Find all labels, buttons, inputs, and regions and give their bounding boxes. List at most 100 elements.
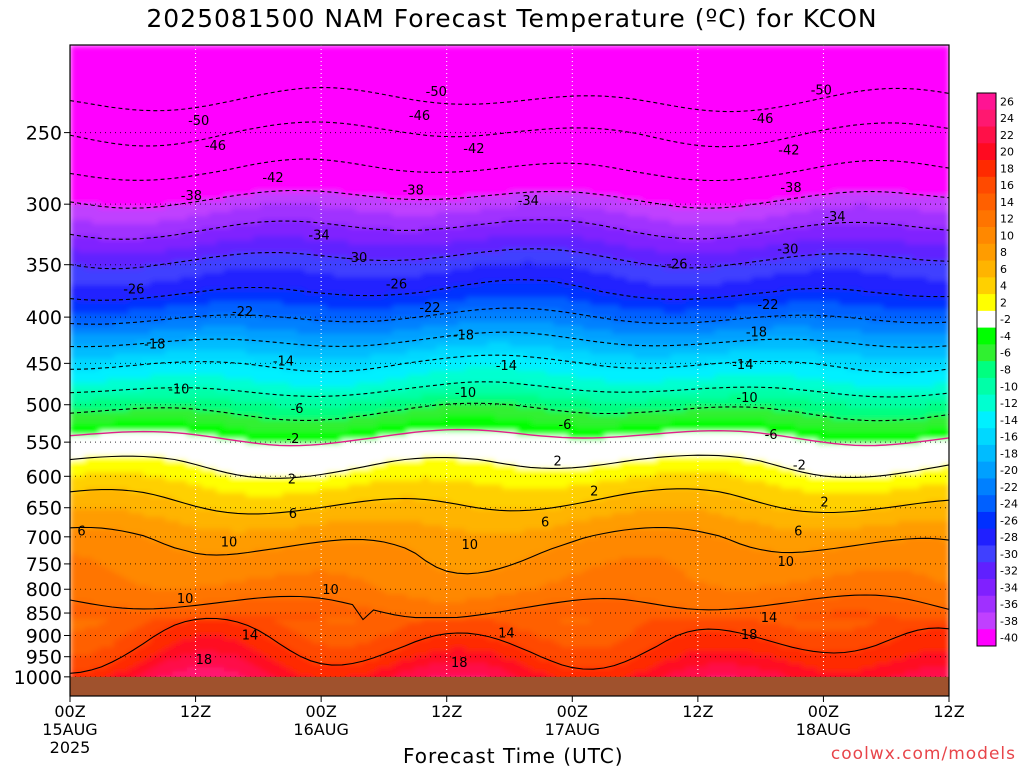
temperature-cell bbox=[809, 171, 818, 176]
temperature-cell bbox=[392, 150, 401, 156]
temperature-cell bbox=[333, 61, 342, 66]
temperature-cell bbox=[758, 179, 767, 184]
temperature-cell bbox=[612, 110, 620, 115]
temperature-cell bbox=[348, 150, 357, 156]
temperature-cell bbox=[99, 154, 108, 160]
temperature-cell bbox=[568, 110, 577, 115]
temperature-cell bbox=[714, 154, 723, 160]
temperature-cell bbox=[861, 106, 870, 111]
temperature-cell bbox=[524, 101, 533, 107]
temperature-cell bbox=[143, 106, 152, 111]
temperature-cell bbox=[187, 134, 196, 140]
temperature-cell bbox=[883, 101, 891, 107]
temperature-cell bbox=[472, 61, 481, 66]
temperature-cell bbox=[604, 146, 613, 152]
temperature-cell bbox=[179, 101, 188, 107]
temperature-cell bbox=[143, 138, 152, 144]
temperature-cell bbox=[428, 167, 437, 172]
temperature-cell bbox=[319, 167, 327, 172]
temperature-cell bbox=[861, 183, 870, 189]
temperature-cell bbox=[670, 65, 679, 71]
temperature-cell bbox=[853, 179, 862, 184]
temperature-cell bbox=[245, 85, 254, 91]
temperature-cell bbox=[758, 187, 767, 193]
temperature-cell bbox=[553, 65, 562, 71]
temperature-cell bbox=[677, 45, 686, 50]
temperature-cell bbox=[311, 191, 320, 197]
temperature-cell bbox=[406, 114, 415, 119]
temperature-cell bbox=[560, 126, 569, 132]
temperature-cell bbox=[699, 57, 708, 62]
temperature-cell bbox=[128, 146, 137, 152]
temperature-cell bbox=[384, 110, 393, 115]
temperature-cell bbox=[590, 73, 598, 79]
temperature-cell bbox=[428, 53, 437, 58]
temperature-cell bbox=[758, 93, 767, 99]
temperature-cell bbox=[253, 171, 262, 176]
temperature-cell bbox=[135, 89, 144, 95]
temperature-cell bbox=[802, 81, 811, 87]
temperature-cell bbox=[538, 146, 547, 152]
temperature-cell bbox=[450, 130, 459, 136]
temperature-cell bbox=[699, 118, 708, 123]
temperature-cell bbox=[363, 89, 371, 95]
temperature-cell bbox=[597, 142, 606, 148]
temperature-cell bbox=[128, 61, 137, 66]
temperature-cell bbox=[260, 110, 269, 115]
temperature-cell bbox=[626, 93, 635, 99]
temperature-cell bbox=[758, 171, 767, 176]
temperature-cell bbox=[348, 207, 357, 213]
temperature-cell bbox=[875, 199, 884, 205]
temperature-cell bbox=[84, 126, 93, 132]
temperature-cell bbox=[809, 114, 818, 119]
temperature-cell bbox=[414, 211, 423, 217]
temperature-cell bbox=[780, 122, 789, 127]
temperature-cell bbox=[77, 97, 86, 103]
temperature-cell bbox=[363, 106, 371, 111]
temperature-cell bbox=[231, 183, 240, 189]
temperature-cell bbox=[465, 187, 474, 193]
temperature-cell bbox=[743, 191, 752, 197]
temperature-cell bbox=[809, 61, 818, 66]
temperature-cell bbox=[443, 150, 452, 156]
temperature-cell bbox=[897, 122, 906, 127]
temperature-cell bbox=[311, 69, 320, 75]
temperature-cell bbox=[260, 199, 269, 205]
temperature-cell bbox=[363, 110, 371, 115]
temperature-cell bbox=[670, 57, 679, 62]
temperature-cell bbox=[502, 97, 511, 103]
temperature-cell bbox=[919, 118, 928, 123]
temperature-cell bbox=[582, 114, 591, 119]
temperature-cell bbox=[743, 122, 752, 127]
temperature-cell bbox=[846, 154, 855, 160]
temperature-cell bbox=[743, 207, 752, 213]
temperature-cell bbox=[348, 118, 357, 123]
temperature-cell bbox=[729, 77, 738, 83]
temperature-cell bbox=[831, 175, 840, 180]
temperature-cell bbox=[626, 207, 635, 213]
temperature-cell bbox=[253, 97, 262, 103]
temperature-cell bbox=[590, 199, 598, 205]
temperature-cell bbox=[384, 183, 393, 189]
temperature-cell bbox=[392, 65, 401, 71]
temperature-cell bbox=[575, 199, 584, 205]
temperature-cell bbox=[765, 207, 774, 213]
temperature-cell bbox=[743, 154, 752, 160]
temperature-cell bbox=[626, 114, 635, 119]
temperature-cell bbox=[861, 101, 870, 107]
temperature-cell bbox=[143, 158, 152, 164]
temperature-cell bbox=[355, 122, 364, 127]
temperature-cell bbox=[787, 122, 796, 127]
temperature-cell bbox=[780, 162, 789, 168]
temperature-cell bbox=[575, 207, 584, 213]
temperature-cell bbox=[275, 106, 284, 111]
temperature-cell bbox=[912, 49, 921, 54]
temperature-cell bbox=[128, 158, 137, 164]
temperature-cell bbox=[853, 126, 862, 132]
temperature-cell bbox=[165, 114, 174, 119]
temperature-cell bbox=[143, 187, 152, 193]
temperature-cell bbox=[231, 89, 240, 95]
temperature-cell bbox=[480, 65, 489, 71]
temperature-cell bbox=[634, 150, 642, 156]
temperature-cell bbox=[802, 49, 811, 54]
